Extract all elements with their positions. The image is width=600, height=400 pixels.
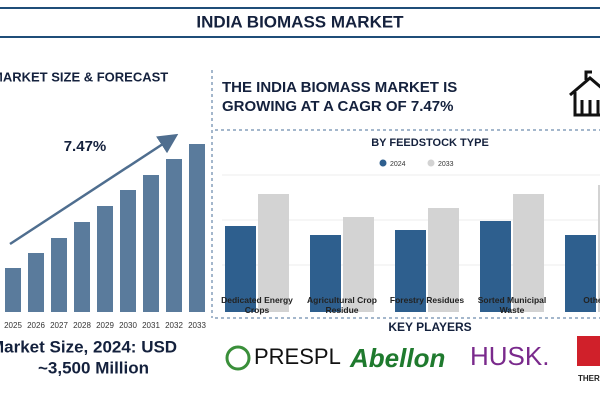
bar bbox=[120, 190, 136, 312]
key-players-title: KEY PLAYERS bbox=[388, 320, 471, 334]
player-logo: HUSK. bbox=[470, 341, 549, 371]
legend-label: 2033 bbox=[438, 161, 454, 168]
left-title: MARKET SIZE & FORECAST bbox=[0, 69, 168, 84]
house-icon bbox=[569, 70, 600, 117]
x-tick-label: Others bbox=[583, 295, 600, 305]
bar bbox=[51, 238, 67, 312]
bar bbox=[598, 185, 600, 312]
player-logo: PRESPL bbox=[254, 344, 341, 369]
headline: GROWING AT A CAGR OF 7.47% bbox=[222, 98, 453, 115]
x-tick-label: 2032 bbox=[165, 321, 183, 330]
bar bbox=[28, 253, 44, 312]
bar bbox=[343, 217, 374, 312]
bar bbox=[225, 226, 256, 312]
bar bbox=[74, 222, 90, 312]
bar bbox=[513, 194, 544, 312]
bar bbox=[428, 208, 459, 312]
bar bbox=[258, 194, 289, 312]
x-tick-label: Sorted Municipal Waste bbox=[477, 295, 547, 315]
bar bbox=[565, 235, 596, 312]
legend-label: 2024 bbox=[390, 161, 406, 168]
x-tick-label: 2029 bbox=[96, 321, 114, 330]
x-tick-label: Agricultural Crop Residue bbox=[307, 295, 377, 315]
bar bbox=[189, 144, 205, 312]
x-tick-label: Forestry Residues bbox=[389, 295, 465, 305]
market-size: ~3,500 Million bbox=[38, 358, 149, 377]
player-logo: THERMAX bbox=[578, 374, 600, 383]
logo-mark bbox=[577, 336, 600, 366]
bar bbox=[5, 268, 21, 312]
trend-arrow bbox=[9, 133, 179, 246]
legend-swatch bbox=[379, 159, 387, 167]
headline: THE INDIA BIOMASS MARKET IS bbox=[222, 79, 457, 96]
bar bbox=[480, 221, 511, 312]
header-title: INDIA BIOMASS MARKET bbox=[196, 12, 404, 31]
legend-swatch bbox=[427, 159, 435, 167]
x-tick-label: 2033 bbox=[188, 321, 206, 330]
market-size: Market Size, 2024: USD bbox=[0, 337, 177, 356]
x-tick-label: 2027 bbox=[50, 321, 68, 330]
x-tick-label: 2026 bbox=[27, 321, 45, 330]
bar bbox=[143, 175, 159, 312]
x-tick-label: 2028 bbox=[73, 321, 91, 330]
x-tick-label: 2031 bbox=[142, 321, 160, 330]
bar bbox=[166, 159, 182, 312]
x-tick-label: 2025 bbox=[4, 321, 22, 330]
annotation: 7.47% bbox=[64, 138, 107, 155]
player-logo: Abellon bbox=[349, 343, 445, 373]
bar bbox=[310, 235, 341, 312]
bar bbox=[97, 206, 113, 312]
chart-title: BY FEEDSTOCK TYPE bbox=[371, 137, 489, 149]
x-tick-label: Dedicated Energy Crops bbox=[221, 295, 293, 315]
x-tick-label: 2030 bbox=[119, 321, 137, 330]
bar bbox=[395, 230, 426, 312]
logo-mark bbox=[225, 345, 251, 371]
